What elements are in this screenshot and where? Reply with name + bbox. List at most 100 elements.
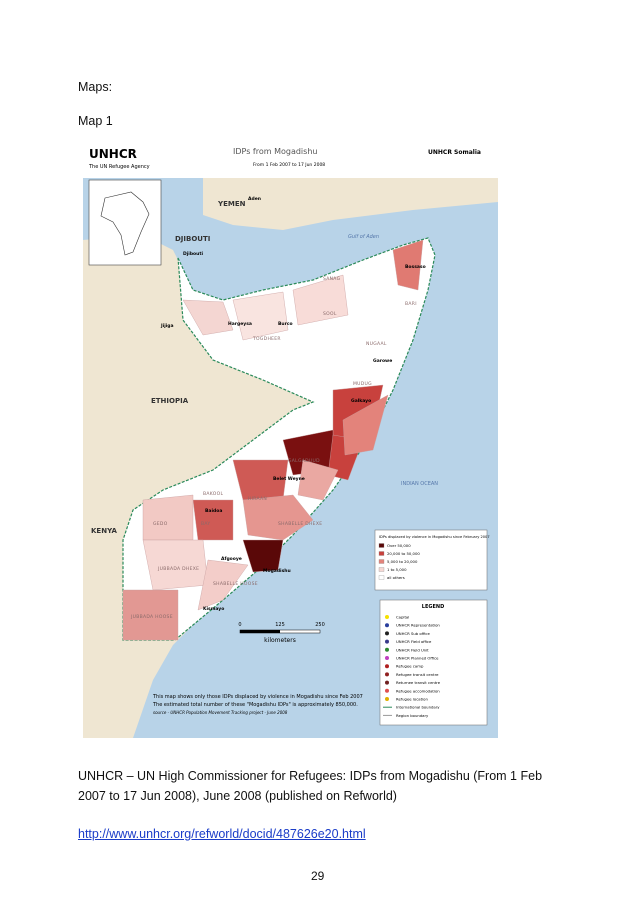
scale-ticks: 0 125 250 [238,622,324,628]
region-label: SHABELLE HOOSE [213,581,258,587]
inset-africa [100,191,150,256]
link[interactable]: http://www.unhcr.org/refworld/docid/4876… [78,827,366,841]
note-line: This map shows only those IDPs displaced… [152,694,363,700]
scale-tick-label: 0 [238,622,241,628]
city-label: Baidoa [205,508,222,514]
legend-item-label: UNHCR Sub office [396,631,430,636]
region-labels: BARI SANAG SOOL TOGDHEER NUGAAL MUDUG GA… [130,276,417,620]
idp-swatch [378,543,385,548]
sea-label: Gulf of Aden [348,234,379,240]
idp-class-label: 20,000 to 50,000 [387,551,420,556]
city-label: Aden [248,196,261,202]
map-title: IDPs from Mogadishu [233,147,317,156]
region-label: SOOL [323,311,337,317]
map-agency: The UN Refugee Agency [88,164,150,170]
legend-symbol [385,631,389,636]
map-dates: From 1 Feb 2007 to 17 Jun 2008 [253,162,325,168]
legend-symbol [385,680,389,685]
region-label: BARI [405,301,417,307]
city-label: Galkayo [351,398,371,404]
legend-item-label: Refugee camp [396,664,424,669]
legend [379,599,488,726]
district [142,494,194,541]
map-office: UNHCR Somalia [428,149,481,156]
region-label: NUGAAL [366,341,387,347]
region-label: BAKOOL [203,491,223,497]
district [342,394,389,456]
legend-item-label: Refugee transit centre [396,672,439,677]
legend-symbol [385,639,389,644]
district [242,539,284,573]
legend-symbol [385,623,389,628]
districts [122,239,424,641]
legend-symbol [385,697,389,701]
map-header [83,140,498,178]
legend-items: Capital UNHCR Representation UNHCR Sub off… [383,615,441,718]
legend-item-label: Refugee location [396,697,428,702]
legend-item-label: Refugee accomodation [396,688,440,693]
country-label: YEMEN [217,200,246,208]
district [182,299,234,336]
idp-swatch [378,567,385,572]
region-label: JUBBADA DHEXE [157,566,199,572]
region-label: GEDO [153,521,168,527]
scale-unit: kilometers [264,637,296,644]
map: UNHCR The UN Refugee Agency IDPs from Mo… [83,140,498,738]
district [192,499,234,541]
idp-legend [374,529,488,591]
note-line: source - UNHCR Population Movement Track… [153,710,288,715]
idp-class-label: 5,000 to 20,000 [387,559,418,564]
city-label: Jijiga [160,323,174,329]
legend-symbol [385,647,389,652]
legend-title: LEGEND [422,604,444,610]
district [122,589,179,641]
idp-class-label: 1 to 5,000 [387,567,407,572]
map-logo: UNHCR [89,147,137,161]
district [297,459,339,501]
city-label: Burco [278,321,293,327]
idp-swatch [378,551,385,556]
country-label: KENYA [91,527,117,535]
idp-legend-title: IDPs displaced by violence in Mogadishu … [379,535,490,539]
district [392,239,424,291]
legend-symbol [385,664,389,669]
region-label: TOGDHEER [252,336,281,342]
idp-swatch [378,559,385,564]
region-label: SHABELLE DHEXE [278,521,322,527]
idp-class-label: Over 50,000 [387,543,411,548]
region-label: JUBBADA HOOSE [130,614,173,620]
idp-legend-items: IDPs displaced by violence in Mogadishu … [378,535,490,580]
section-heading: Maps: [78,80,113,94]
legend-item-label: UNHCR Planned Office [396,656,439,661]
region-label: BAY [201,521,210,527]
city-label: Belet Weyne [273,476,305,482]
district [232,291,289,341]
city-label: Mogadishu [263,568,291,574]
legend-item-label: Capital [396,615,409,620]
region-label: SANAG [323,276,341,282]
city-label: Djibouti [183,251,203,257]
country-label: DJIBOUTI [175,235,210,243]
idp-class-label: all others [387,575,405,580]
district [242,494,314,541]
region-label: GALGADUUD [288,458,320,464]
idp-swatch [378,575,385,580]
scale-bar-segment [240,630,280,633]
sea-label: INDIAN OCEAN [401,481,438,487]
city-label: Bossaso [405,264,426,270]
district [142,539,209,591]
region-label: MUDUG [353,381,372,387]
subsection-heading: Map 1 [78,114,113,128]
district [197,559,249,611]
map-note: This map shows only those IDPs displaced… [152,694,363,715]
legend-item-label: UNHCR Field office [396,639,432,644]
region-label: HIRAAN [248,496,267,502]
legend-item-label: UNHCR Representation [396,623,440,628]
legend-symbol [385,688,389,693]
legend-symbol [385,656,389,660]
legend-item-label: UNHCR Field Unit [396,647,429,652]
legend-symbol [385,672,389,677]
city-label: Garowe [373,358,392,364]
legend-item-label: International boundary [396,705,440,710]
